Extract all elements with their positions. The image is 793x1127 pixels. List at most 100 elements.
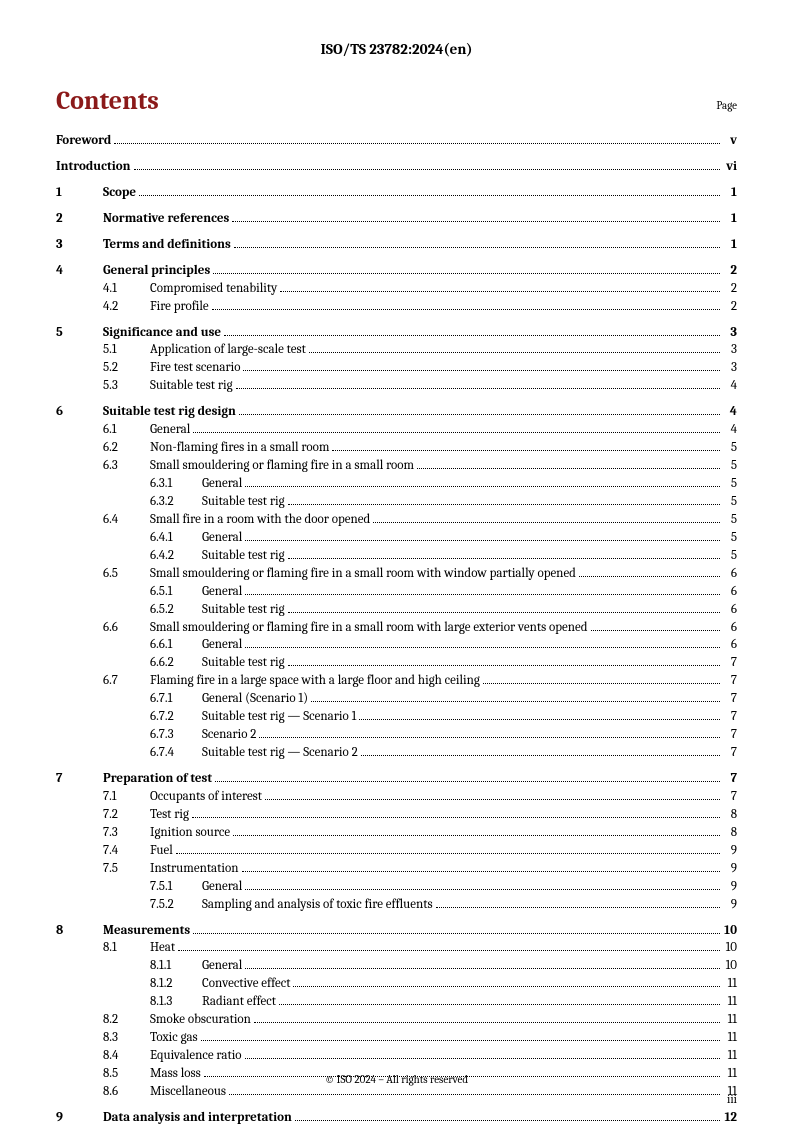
- toc-entry-label: Smoke obscuration: [150, 1011, 251, 1029]
- toc-group: 4General principles24.1Compromised tenab…: [56, 262, 737, 316]
- toc-entry-number: 6.4.2: [150, 547, 202, 565]
- toc-entry: 6.7.4Suitable test rig — Scenario 27: [56, 744, 737, 762]
- toc-leader: [245, 968, 720, 969]
- toc-entry-label: Suitable test rig: [150, 377, 233, 395]
- toc-entry-page: 5: [723, 475, 737, 493]
- toc-entry-page: 4: [723, 421, 737, 439]
- toc-entry-page: 8: [723, 824, 737, 842]
- toc-entry: 6.5.2Suitable test rig6: [56, 601, 737, 619]
- toc-entry-page: 6: [723, 583, 737, 601]
- contents-heading-row: Contents Page: [56, 86, 737, 116]
- toc-entry: Introductionvi: [56, 158, 737, 176]
- toc-entry-label: Sampling and analysis of toxic fire effl…: [202, 896, 433, 914]
- toc-entry-label: Fire profile: [150, 298, 209, 316]
- toc-leader: [288, 504, 720, 505]
- toc-entry-label: General: [202, 475, 242, 493]
- toc-group: 1Scope1: [56, 184, 737, 202]
- toc-entry-number: 4: [56, 262, 103, 280]
- toc-group: 6Suitable test rig design46.1General46.2…: [56, 403, 737, 762]
- toc-leader: [224, 335, 720, 336]
- toc-entry: 7.5Instrumentation9: [56, 860, 737, 878]
- toc-entry-label: Introduction: [56, 158, 131, 176]
- toc-entry-page: 9: [723, 896, 737, 914]
- toc-entry: 6.6Small smouldering or flaming fire in …: [56, 619, 737, 637]
- toc-entry-page: 10: [723, 922, 737, 940]
- toc-entry-page: 3: [723, 341, 737, 359]
- toc-entry-label: Fire test scenario: [150, 359, 240, 377]
- toc-entry-number: 2: [56, 210, 103, 228]
- toc-leader: [295, 1120, 720, 1121]
- toc-entry: 6.6.1General6: [56, 636, 737, 654]
- toc-entry: 7.2Test rig8: [56, 806, 737, 824]
- toc-group: 3Terms and definitions1: [56, 236, 737, 254]
- toc-entry-page: 6: [723, 565, 737, 583]
- toc-entry-number: 6.7.1: [150, 690, 202, 708]
- toc-entry-number: 6.5: [103, 565, 150, 583]
- page-column-label: Page: [716, 99, 737, 112]
- toc-entry: 6.7.3Scenario 27: [56, 726, 737, 744]
- toc-leader: [288, 665, 720, 666]
- toc-entry: 7.3Ignition source8: [56, 824, 737, 842]
- toc-entry-page: 12: [723, 1109, 737, 1127]
- toc-entry-page: 5: [723, 493, 737, 511]
- toc-entry-label: Non-flaming fires in a small room: [150, 439, 329, 457]
- toc-leader: [239, 414, 720, 415]
- toc-entry-page: 9: [723, 842, 737, 860]
- toc-leader: [245, 486, 720, 487]
- toc-entry-label: Suitable test rig: [202, 547, 285, 565]
- toc-entry-number: 8.1.3: [150, 993, 202, 1011]
- toc-leader: [259, 737, 720, 738]
- toc-leader: [245, 647, 720, 648]
- toc-entry-page: 10: [723, 957, 737, 975]
- toc-entry: 6.5.1General6: [56, 583, 737, 601]
- toc-entry-label: General: [202, 636, 242, 654]
- toc-entry-page: 5: [723, 529, 737, 547]
- toc-leader: [193, 933, 720, 934]
- toc-entry-page: 7: [723, 690, 737, 708]
- toc-entry-number: 7: [56, 770, 103, 788]
- toc-entry-page: 2: [723, 262, 737, 280]
- toc-entry-number: 8: [56, 922, 103, 940]
- toc-entry-number: 8.1.2: [150, 975, 202, 993]
- toc-entry-label: Toxic gas: [150, 1029, 198, 1047]
- toc-entry-page: 5: [723, 439, 737, 457]
- toc-entry-label: Equivalence ratio: [150, 1047, 242, 1065]
- toc-entry-page: 11: [723, 975, 737, 993]
- toc-entry-page: 8: [723, 806, 737, 824]
- toc-entry: 6.1General4: [56, 421, 737, 439]
- toc-entry-page: 10: [723, 939, 737, 957]
- toc-entry: 6.7Flaming fire in a large space with a …: [56, 672, 737, 690]
- toc-entry-label: Radiant effect: [202, 993, 276, 1011]
- toc-entry-number: 8.1.1: [150, 957, 202, 975]
- toc-entry-label: Foreword: [56, 132, 111, 150]
- toc-entry-label: Instrumentation: [150, 860, 239, 878]
- toc-entry-number: 8.1: [103, 939, 150, 957]
- toc-entry-label: Scenario 2: [202, 726, 256, 744]
- toc-entry-label: Convective effect: [202, 975, 290, 993]
- toc-entry-label: Small smouldering or flaming fire in a s…: [150, 565, 576, 583]
- toc-leader: [417, 468, 720, 469]
- toc-leader: [201, 1040, 720, 1041]
- toc-entry-page: 7: [723, 788, 737, 806]
- toc-entry-label: Compromised tenability: [150, 280, 277, 298]
- toc-entry-number: 6.6: [103, 619, 150, 637]
- toc-entry-number: 5.2: [103, 359, 150, 377]
- toc-entry-number: 6.4.1: [150, 529, 202, 547]
- toc-leader: [234, 247, 720, 248]
- toc-entry: 7.5.2Sampling and analysis of toxic fire…: [56, 896, 737, 914]
- toc-leader: [245, 1058, 720, 1059]
- toc-leader: [579, 576, 720, 577]
- toc-leader: [309, 352, 720, 353]
- toc-entry-page: 11: [723, 1047, 737, 1065]
- toc-entry-label: Small smouldering or flaming fire in a s…: [150, 619, 588, 637]
- toc-entry: 3Terms and definitions1: [56, 236, 737, 254]
- toc-entry-page: 1: [723, 236, 737, 254]
- toc-entry-label: Suitable test rig: [202, 601, 285, 619]
- document-header: ISO/TS 23782:2024(en): [56, 40, 737, 58]
- toc-entry: 5.1Application of large-scale test3: [56, 341, 737, 359]
- toc-entry-page: 5: [723, 457, 737, 475]
- toc-entry: 8.1.3Radiant effect11: [56, 993, 737, 1011]
- toc-entry-label: General principles: [103, 262, 210, 280]
- toc-entry-number: 6.4: [103, 511, 150, 529]
- toc-entry-label: Normative references: [103, 210, 229, 228]
